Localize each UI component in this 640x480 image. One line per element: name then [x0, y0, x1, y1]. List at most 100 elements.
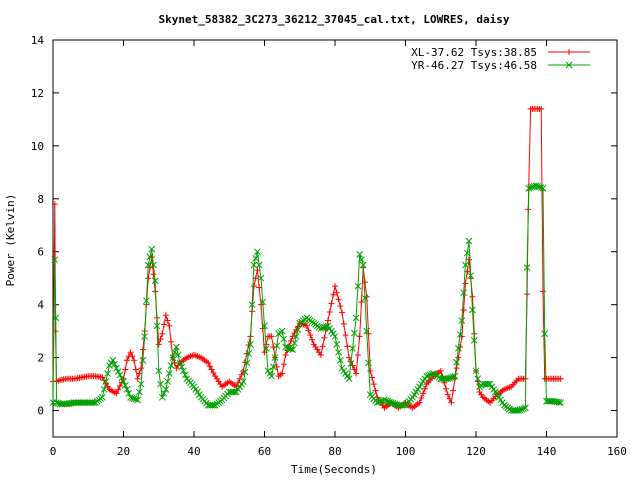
series-2 [49, 182, 564, 414]
data-point [333, 341, 341, 348]
data-point [328, 300, 335, 307]
data-point [284, 344, 291, 352]
data-point [124, 357, 131, 364]
y-axis: 0 2 4 6 8 10 12 14 [31, 34, 617, 418]
data-point [386, 398, 393, 406]
data-point [345, 375, 353, 383]
data-point [336, 356, 344, 364]
x-tick-label: 160 [607, 445, 627, 458]
data-point [171, 359, 178, 366]
x-tick-label: 140 [537, 445, 557, 458]
data-point [139, 356, 147, 364]
data-point [319, 324, 327, 332]
data-point [164, 378, 171, 385]
data-point [285, 344, 293, 352]
data-point [527, 184, 534, 191]
data-point [447, 374, 455, 381]
data-point [250, 283, 257, 290]
data-point [150, 271, 157, 278]
data-point [210, 369, 217, 376]
data-point [278, 327, 286, 335]
data-point [280, 361, 287, 368]
data-point [451, 372, 459, 380]
data-point [151, 277, 159, 285]
data-point [241, 368, 249, 376]
data-point [51, 256, 59, 264]
data-point [426, 371, 434, 379]
data-point [449, 373, 457, 381]
data-point [102, 378, 110, 385]
data-point [326, 308, 333, 315]
x-tick-label: 20 [117, 445, 130, 458]
y-tick-label: 10 [31, 140, 44, 153]
x-tick-label: 80 [328, 445, 341, 458]
data-point [458, 317, 466, 324]
data-point [125, 389, 133, 397]
data-point [289, 333, 296, 340]
data-point [373, 399, 381, 406]
data-point [128, 394, 136, 402]
data-point [118, 374, 126, 382]
data-point [146, 253, 154, 261]
data-point [262, 344, 270, 352]
data-point [333, 289, 340, 296]
data-point [444, 391, 451, 398]
data-point [171, 348, 178, 356]
data-point [460, 289, 468, 297]
data-point [356, 333, 363, 340]
data-point [205, 359, 212, 366]
data-point [444, 375, 452, 383]
data-point [365, 359, 372, 367]
data-point [159, 330, 166, 337]
data-point [472, 367, 480, 375]
data-point [335, 296, 342, 303]
data-point [337, 302, 344, 309]
data-point [460, 306, 467, 313]
data-point [138, 365, 145, 372]
data-point [354, 351, 361, 358]
data-point [206, 363, 213, 370]
data-point [321, 323, 328, 331]
data-point [351, 329, 358, 337]
data-point [160, 389, 168, 397]
data-point [367, 367, 374, 374]
data-point [116, 371, 124, 379]
data-point [53, 399, 60, 406]
data-point [132, 366, 139, 373]
data-point [474, 375, 482, 383]
data-point [539, 288, 546, 295]
data-point [165, 370, 173, 377]
data-point [465, 237, 473, 245]
series-line [52, 108, 561, 409]
data-point [484, 380, 492, 388]
data-point [148, 245, 156, 253]
data-point [332, 283, 338, 290]
data-point [144, 261, 152, 269]
data-point [421, 385, 428, 392]
data-point [539, 184, 547, 192]
data-point [537, 184, 545, 191]
data-point [155, 367, 163, 375]
x-tick-label: 60 [258, 445, 271, 458]
data-point [375, 398, 383, 406]
data-point [361, 294, 369, 302]
x-axis-label: Time(Seconds) [291, 463, 377, 476]
data-point [372, 387, 379, 394]
data-point [273, 342, 281, 350]
data-point [463, 249, 471, 257]
data-point [150, 261, 157, 269]
data-point [518, 405, 526, 413]
data-point [280, 335, 288, 343]
data-point [167, 362, 175, 369]
data-point [344, 343, 351, 350]
data-point [176, 359, 184, 367]
y-axis-label: Power (Kelvin) [4, 194, 17, 287]
data-point [174, 351, 182, 359]
data-point [555, 398, 563, 406]
data-point [180, 367, 187, 375]
data-point [294, 326, 302, 334]
y-tick-label: 2 [37, 352, 44, 365]
data-point [443, 385, 450, 392]
data-point [453, 358, 460, 366]
